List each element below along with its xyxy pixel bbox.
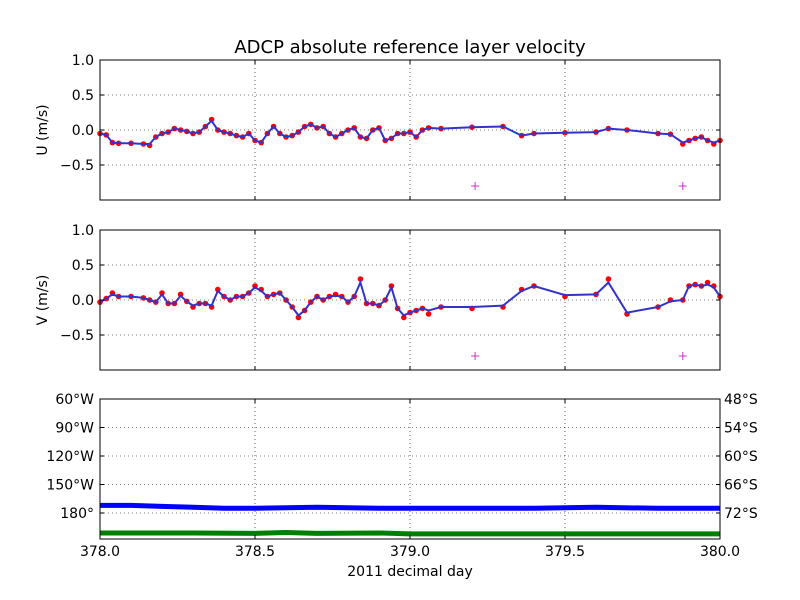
plus-marker	[678, 182, 687, 190]
data-point	[605, 276, 612, 282]
y-tick-label: 0.5	[72, 88, 94, 104]
longitude-tick-label: 60°W	[55, 392, 94, 408]
axes-frame	[99, 229, 721, 371]
chart-title: ADCP absolute reference layer velocity	[234, 37, 586, 58]
y-tick-label: 1.0	[72, 53, 94, 69]
y-tick-label: −0.5	[60, 158, 94, 174]
series-line	[99, 119, 721, 145]
x-tick-label: 379.0	[390, 544, 430, 560]
y-tick-label: 0.5	[72, 258, 94, 274]
latitude-tick-label: 60°S	[724, 449, 758, 465]
x-tick-label: 378.5	[235, 544, 275, 560]
longitude-tick-label: 120°W	[46, 449, 94, 465]
y-tick-label: 1.0	[72, 223, 94, 239]
longitude-line	[100, 502, 720, 511]
latitude-tick-label: 54°S	[724, 421, 758, 437]
y-axis-label: U (m/s)	[35, 104, 51, 155]
plus-marker	[471, 352, 480, 360]
longitude-tick-label: 180°	[60, 506, 94, 522]
series-line	[99, 279, 721, 317]
latitude-line	[100, 529, 720, 537]
plus-marker	[678, 352, 687, 360]
latitude-tick-label: 72°S	[724, 506, 758, 522]
x-tick-label: 380.0	[700, 544, 740, 560]
y-tick-label: −0.5	[60, 328, 94, 344]
y-axis-label: V (m/s)	[35, 275, 51, 326]
v-velocity-panel: −0.5 0.0 0.5 1.0 V (m/s)	[35, 223, 723, 371]
data-point	[357, 276, 364, 282]
position-panel: 60°W 48°S 90°W 54°S 120°W 60°S 150°W 66°S 180° 72…	[46, 392, 757, 580]
y-tick-label: 0.0	[72, 123, 94, 139]
latitude-tick-label: 66°S	[724, 478, 758, 494]
data-point	[401, 314, 407, 321]
u-velocity-panel: −0.5 0.0 0.5 1.0 U (m/s)	[35, 53, 723, 201]
plus-marker	[471, 182, 480, 190]
data-point	[295, 314, 302, 321]
axes-frame	[99, 59, 721, 201]
x-tick-label: 378.0	[80, 544, 120, 560]
x-axis-label: 2011 decimal day	[347, 564, 472, 580]
axes-frame	[99, 398, 721, 540]
y-tick-label: 0.0	[72, 293, 94, 309]
longitude-tick-label: 150°W	[46, 478, 94, 494]
x-tick-label: 379.5	[545, 544, 585, 560]
longitude-tick-label: 90°W	[55, 421, 94, 437]
data-point	[425, 311, 432, 317]
latitude-tick-label: 48°S	[724, 392, 758, 408]
